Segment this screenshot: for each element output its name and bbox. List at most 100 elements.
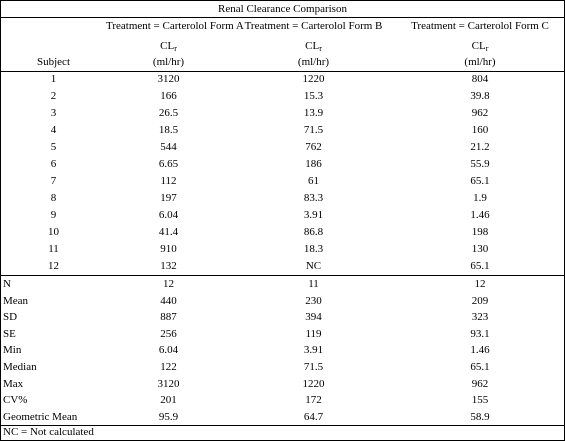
subject-id: 12 [48,260,59,272]
value-treatment-b: 230 [305,294,322,307]
param-label-b: CLr [305,40,322,53]
table-row: 2 166 15.3 39.8 [1,88,564,104]
table-row: 5 544 762 21.2 [1,139,564,155]
stat-label: Max [3,377,24,390]
summary-row: Median 122 71.5 65.1 [1,359,564,375]
table-row: 9 6.04 3.91 1.46 [1,207,564,223]
value-treatment-c: 21.2 [470,141,490,153]
value-treatment-c: 55.9 [470,158,490,170]
value-treatment-c: 1.9 [473,192,487,204]
stat-label: N [3,278,11,290]
summary-row: Mean 440 230 209 [1,293,564,309]
value-treatment-a: 18.5 [158,124,179,136]
value-treatment-a: 112 [160,175,177,187]
table-row: 10 41.4 86.8 198 [1,224,564,240]
value-treatment-a: 41.4 [158,226,179,238]
value-treatment-b: 13.9 [303,107,324,119]
value-treatment-b: 762 [305,141,322,153]
value-treatment-a: 201 [160,394,177,407]
value-treatment-b: 71.5 [303,124,324,136]
value-treatment-b: 3.91 [303,209,324,221]
value-treatment-c: 12 [474,278,486,290]
value-treatment-a: 166 [160,90,177,102]
table-row: 12 132 NC 65.1 [1,258,564,274]
subject-id: 2 [50,90,57,102]
stat-label: Min [3,344,22,357]
value-treatment-c: 39.8 [470,90,490,102]
value-treatment-a: 544 [160,141,177,153]
value-treatment-a: 132 [160,260,177,272]
value-treatment-a: 6.65 [158,158,179,170]
value-treatment-b: 1220 [302,377,325,390]
value-treatment-c: 209 [471,294,489,307]
subject-id: 7 [50,175,57,187]
value-treatment-a: 6.04 [158,209,179,221]
value-treatment-a: 122 [160,361,177,373]
value-treatment-b: 186 [305,158,322,170]
value-treatment-c: 93.1 [470,327,490,340]
value-treatment-c: 323 [471,311,489,324]
units-label-a: (ml/hr) [152,56,185,68]
table-row: 3 26.5 13.9 962 [1,105,564,121]
value-treatment-b: 86.8 [303,226,324,238]
value-treatment-a: 197 [160,192,177,204]
table-row: 8 197 83.3 1.9 [1,190,564,206]
subject-header: Subject [37,56,70,68]
value-treatment-b: 15.3 [303,90,324,102]
stat-label: Mean [3,294,29,307]
units-header-row: Subject (ml/hr) (ml/hr) (ml/hr) [1,54,564,70]
treatment-b-header: Treatment = Carterolol Form B [244,20,383,32]
value-treatment-b: 3.91 [303,344,324,357]
value-treatment-a: 910 [160,243,177,255]
divider [1,425,564,426]
param-label-c: CLr [471,40,489,53]
value-treatment-a: 3120 [157,73,180,85]
treatment-a-header: Treatment = Carterolol Form A [106,20,244,32]
units-label-c: (ml/hr) [464,56,496,68]
stat-label: Geometric Mean [3,410,78,423]
treatment-c-header: Treatment = Carterolol Form C [411,20,549,32]
value-treatment-c: 155 [471,394,489,407]
subject-id: 11 [48,243,59,255]
subject-id: 10 [48,226,59,238]
value-treatment-c: 962 [471,107,489,119]
value-treatment-c: 962 [471,377,489,390]
param-header-row: CLr CLr CLr [1,38,564,54]
value-treatment-a: 887 [160,311,177,324]
value-treatment-b: 11 [308,278,319,290]
stat-label: SE [3,327,16,340]
value-treatment-a: 6.04 [158,344,179,357]
stat-label: Median [3,361,37,373]
table-row: 11 910 18.3 130 [1,241,564,257]
value-treatment-c: 65.1 [470,175,490,187]
value-treatment-a: 26.5 [158,107,179,119]
value-treatment-b: NC [305,260,322,272]
value-treatment-b: 394 [305,311,322,324]
value-treatment-c: 1.46 [470,344,490,357]
value-treatment-c: 198 [471,226,489,238]
table-row: 1 3120 1220 804 [1,71,564,87]
value-treatment-b: 172 [305,394,322,407]
stat-label: SD [3,311,18,324]
subject-id: 6 [50,158,57,170]
subject-id: 3 [50,107,57,119]
value-treatment-c: 65.1 [470,260,490,272]
subject-id: 9 [50,209,57,221]
value-treatment-c: 804 [471,73,489,85]
stat-label: CV% [3,394,28,407]
subject-id: 1 [50,73,57,85]
summary-row: Geometric Mean 95.9 64.7 58.9 [1,409,564,425]
value-treatment-c: 160 [471,124,489,136]
param-label-a: CLr [160,40,177,53]
table-row: 7 112 61 65.1 [1,173,564,189]
treatment-header-row: Treatment = Carterolol Form A Treatment … [1,18,564,34]
value-treatment-a: 256 [160,327,177,340]
value-treatment-b: 18.3 [303,243,324,255]
summary-row: N 12 11 12 [1,276,564,292]
table-row: 6 6.65 186 55.9 [1,156,564,172]
value-treatment-a: 95.9 [158,410,179,423]
summary-row: Max 3120 1220 962 [1,376,564,392]
value-treatment-c: 1.46 [470,209,490,221]
value-treatment-b: 119 [305,327,322,340]
